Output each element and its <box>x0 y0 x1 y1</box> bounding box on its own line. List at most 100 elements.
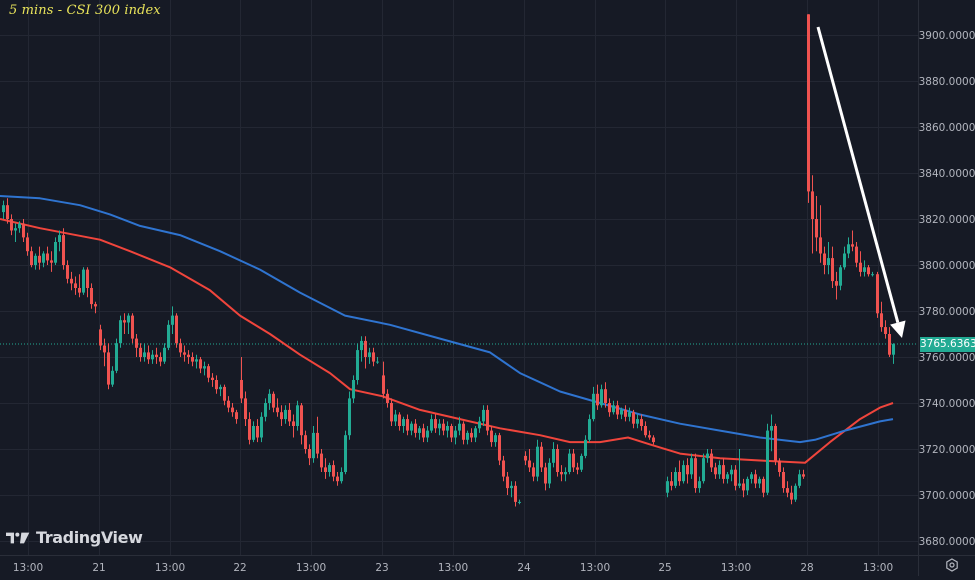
candle <box>127 315 130 323</box>
candle <box>304 435 307 449</box>
candle <box>312 432 315 459</box>
candle <box>636 419 639 424</box>
candle <box>502 460 505 477</box>
candle <box>474 428 477 438</box>
candle <box>698 481 701 489</box>
price-tick-label: 3760.0000 <box>919 352 975 364</box>
candle <box>734 469 737 486</box>
candle <box>718 465 721 475</box>
candle <box>235 412 238 420</box>
candle <box>406 419 409 431</box>
candle <box>682 465 685 482</box>
candle <box>2 205 5 213</box>
candle <box>308 449 311 459</box>
time-tick-label: 13:00 <box>863 562 893 574</box>
candle <box>790 492 793 500</box>
candle <box>726 474 729 479</box>
candle <box>18 223 21 229</box>
price-tick-label: 3820.0000 <box>919 214 975 226</box>
candle <box>418 428 421 433</box>
candle <box>778 460 781 472</box>
candle <box>256 426 259 438</box>
candle <box>807 14 810 192</box>
gear-icon[interactable] <box>945 558 959 572</box>
candle <box>58 235 61 242</box>
candle <box>540 446 543 468</box>
candle <box>115 343 118 371</box>
trend-arrow-annotation[interactable] <box>816 26 906 338</box>
price-tick-label: 3780.0000 <box>919 306 975 318</box>
candle <box>564 472 567 475</box>
candle <box>871 274 874 276</box>
candle <box>376 361 379 363</box>
time-tick-label: 13:00 <box>296 562 326 574</box>
candle <box>66 265 69 279</box>
candle <box>394 414 397 422</box>
candle <box>191 357 194 362</box>
candle <box>30 251 33 265</box>
candle <box>730 469 733 475</box>
candle <box>364 340 367 357</box>
price-tick-label: 3840.0000 <box>919 168 975 180</box>
candle <box>163 347 166 362</box>
candle <box>260 416 263 438</box>
candle <box>506 476 509 489</box>
candle <box>410 423 413 431</box>
price-tick-label: 3680.0000 <box>919 536 975 548</box>
candle <box>592 393 595 420</box>
candle <box>798 474 801 486</box>
candle <box>876 274 879 314</box>
arrow-shaft[interactable] <box>816 26 900 323</box>
candle <box>344 435 347 472</box>
candle <box>155 354 158 357</box>
candle <box>426 430 429 438</box>
candle <box>706 453 709 459</box>
time-scale[interactable]: 13:00 21 13:00 22 13:00 23 13:00 24 13:00 25 13:00… <box>13 562 893 574</box>
candle <box>863 267 866 272</box>
candle <box>884 327 887 334</box>
candle <box>252 426 255 440</box>
candle <box>811 191 814 219</box>
arrow-head-icon <box>890 320 906 338</box>
candle <box>859 262 862 272</box>
candle <box>624 409 627 417</box>
candle <box>498 435 501 461</box>
candle <box>827 258 830 265</box>
candle <box>227 400 230 408</box>
candle <box>438 423 441 429</box>
tradingview-logo[interactable]: TradingView <box>6 528 143 547</box>
candle <box>135 338 138 348</box>
candle <box>446 426 449 431</box>
candle <box>686 465 689 475</box>
candle <box>203 366 206 369</box>
candle <box>119 320 122 344</box>
candle <box>694 458 697 489</box>
candle <box>90 288 93 305</box>
candle <box>544 467 547 484</box>
candle <box>94 304 97 307</box>
candle <box>288 409 291 422</box>
candle <box>552 449 555 463</box>
candle <box>670 481 673 486</box>
price-scale[interactable]: 3900.0000 3880.0000 3860.0000 3840.0000 3820… <box>919 30 975 548</box>
candle <box>458 423 461 431</box>
price-tick-label: 3740.0000 <box>919 398 975 410</box>
candle <box>320 453 323 468</box>
candle <box>111 370 114 385</box>
candle <box>604 389 607 403</box>
candle <box>328 465 331 472</box>
candle <box>532 467 535 477</box>
candle <box>847 244 850 254</box>
candle <box>50 260 53 263</box>
candle <box>802 474 805 477</box>
time-tick-label: 22 <box>233 562 246 574</box>
candle <box>390 403 393 422</box>
candle <box>892 344 895 355</box>
candle <box>823 253 826 265</box>
candle <box>754 474 757 484</box>
candle <box>746 478 749 491</box>
candle <box>702 458 705 482</box>
tradingview-logo-icon <box>6 532 30 543</box>
